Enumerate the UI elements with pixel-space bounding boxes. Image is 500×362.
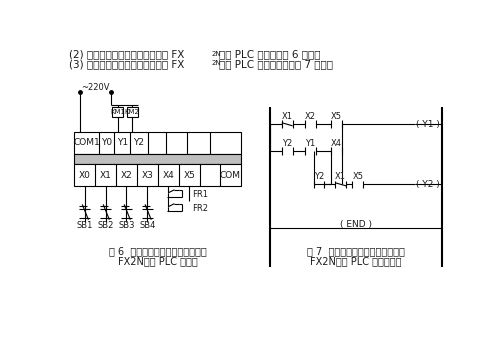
Text: Y1: Y1 <box>306 139 316 148</box>
Text: ~220V: ~220V <box>81 83 110 92</box>
Text: X5: X5 <box>352 172 364 181</box>
Text: Y0: Y0 <box>101 138 112 147</box>
Text: X1: X1 <box>100 171 112 180</box>
Text: COM: COM <box>220 171 241 180</box>
Text: SB1: SB1 <box>76 222 93 231</box>
Text: Y2: Y2 <box>314 172 324 181</box>
Text: X4: X4 <box>330 139 342 148</box>
Text: FX2N系列 PLC 控制梯形图: FX2N系列 PLC 控制梯形图 <box>310 256 402 266</box>
Text: X5: X5 <box>330 112 342 121</box>
Bar <box>74 132 241 153</box>
Text: SB3: SB3 <box>118 222 134 231</box>
Text: FR2: FR2 <box>192 204 208 213</box>
Text: FR1: FR1 <box>192 190 208 199</box>
Text: X4: X4 <box>162 171 174 180</box>
Text: 2N: 2N <box>212 51 221 57</box>
Text: SB4: SB4 <box>139 222 156 231</box>
Text: 系列 PLC 控制梯形图如图 7 所示。: 系列 PLC 控制梯形图如图 7 所示。 <box>219 59 333 69</box>
Text: SB2: SB2 <box>98 222 114 231</box>
Text: Y2: Y2 <box>282 139 292 148</box>
Text: ( Y1 ): ( Y1 ) <box>416 120 440 129</box>
Text: X3: X3 <box>142 171 154 180</box>
Text: ( END ): ( END ) <box>340 220 372 229</box>
Text: X1: X1 <box>282 112 293 121</box>
Bar <box>74 164 241 186</box>
Bar <box>127 108 138 117</box>
Text: X0: X0 <box>78 171 90 180</box>
Text: X5: X5 <box>184 171 195 180</box>
Text: 图 6  三相异步电动机顺序电路三菱: 图 6 三相异步电动机顺序电路三菱 <box>108 246 206 256</box>
Text: X2: X2 <box>305 112 316 121</box>
Text: (2) 三相异步电动机顺序电路三菱 FX: (2) 三相异步电动机顺序电路三菱 FX <box>68 50 184 60</box>
Bar <box>74 153 241 164</box>
Text: X2: X2 <box>120 171 132 180</box>
Text: (3) 三相异步电动机顺序电路三菱 FX: (3) 三相异步电动机顺序电路三菱 FX <box>68 59 184 69</box>
Text: X1: X1 <box>335 172 346 181</box>
Text: 2N: 2N <box>212 60 221 66</box>
Text: Y1: Y1 <box>116 138 128 147</box>
Text: ( Y2 ): ( Y2 ) <box>416 180 440 189</box>
Text: KM2: KM2 <box>125 109 140 115</box>
Bar <box>112 108 123 117</box>
Text: KM1: KM1 <box>110 109 125 115</box>
Text: COM1: COM1 <box>73 138 100 147</box>
Text: FX2N系列 PLC 接线图: FX2N系列 PLC 接线图 <box>118 256 198 266</box>
Text: Y2: Y2 <box>134 138 144 147</box>
Text: 图 7  三相异步电动机顺序电路三菱: 图 7 三相异步电动机顺序电路三菱 <box>308 246 405 256</box>
Text: 系列 PLC 接线图如图 6 所示。: 系列 PLC 接线图如图 6 所示。 <box>219 50 320 60</box>
